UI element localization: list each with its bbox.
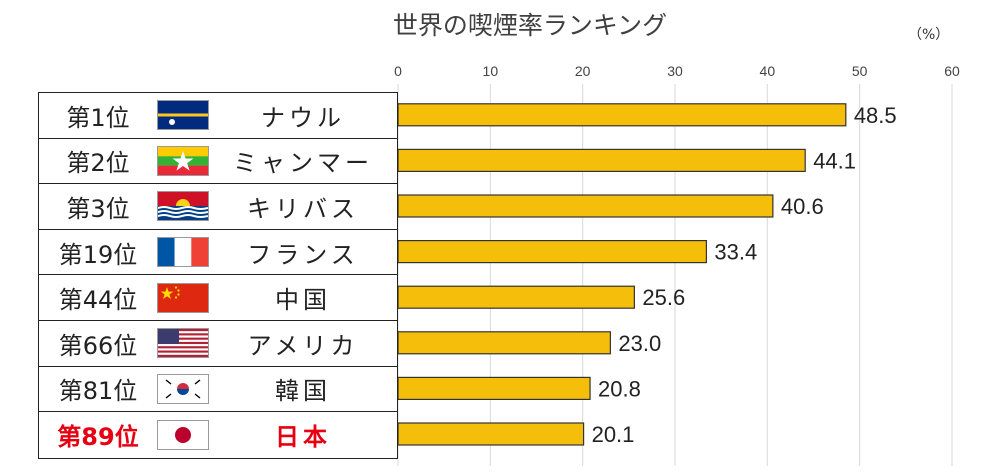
bar bbox=[397, 285, 635, 309]
chart-title: 世界の喫煙率ランキング bbox=[392, 11, 668, 40]
bar bbox=[397, 331, 611, 355]
value-label: 20.1 bbox=[592, 422, 635, 447]
bar bbox=[397, 194, 774, 218]
south-korea-flag-icon bbox=[157, 373, 209, 404]
rank-label: 第2位 bbox=[66, 149, 130, 178]
country-name: キリバス bbox=[247, 194, 359, 223]
x-tick-label: 50 bbox=[852, 63, 868, 79]
value-label: 44.1 bbox=[813, 148, 856, 173]
table-row: 第19位 フランス bbox=[39, 230, 397, 276]
france-flag-icon bbox=[157, 237, 209, 268]
country-name: アメリカ bbox=[247, 331, 359, 360]
x-tick-label: 30 bbox=[667, 63, 683, 79]
table-row: 第81位 韓国 bbox=[39, 367, 397, 413]
unit-label: （%） bbox=[908, 27, 950, 43]
bar bbox=[397, 376, 591, 400]
table-row: 第1位 ナウル bbox=[39, 93, 397, 139]
x-tick-label: 0 bbox=[394, 63, 402, 79]
nauru-flag-icon bbox=[157, 100, 209, 131]
bar bbox=[397, 422, 585, 446]
country-name: 日本 bbox=[275, 423, 331, 452]
country-name: ナウル bbox=[261, 103, 345, 132]
rank-label: 第44位 bbox=[58, 286, 138, 315]
rank-label: 第66位 bbox=[58, 331, 138, 360]
value-label: 33.4 bbox=[714, 240, 757, 265]
rank-label: 第19位 bbox=[58, 240, 138, 269]
country-name: 韓国 bbox=[275, 377, 331, 406]
usa-flag-icon bbox=[157, 328, 209, 359]
value-label: 25.6 bbox=[642, 285, 685, 310]
value-label: 20.8 bbox=[598, 376, 641, 401]
table-row: 第44位 中国 bbox=[39, 275, 397, 321]
ranking-table: 第1位 ナウル 第2位 ミャンマー 第3位 キリバス 第19位 フランス 第44… bbox=[38, 92, 398, 459]
x-tick-label: 20 bbox=[575, 63, 591, 79]
myanmar-flag-icon bbox=[157, 145, 209, 176]
table-row: 第66位 アメリカ bbox=[39, 321, 397, 367]
rank-label: 第1位 bbox=[66, 103, 130, 132]
bar bbox=[397, 148, 806, 172]
rank-label: 第3位 bbox=[66, 194, 130, 223]
x-tick-label: 40 bbox=[760, 63, 776, 79]
bar bbox=[397, 103, 847, 127]
value-label: 40.6 bbox=[781, 194, 824, 219]
kiribati-flag-icon bbox=[157, 191, 209, 222]
bar bbox=[397, 240, 707, 264]
value-label: 23.0 bbox=[618, 331, 661, 356]
x-tick-label: 10 bbox=[483, 63, 499, 79]
country-name: フランス bbox=[247, 240, 359, 269]
country-name: ミャンマー bbox=[233, 149, 373, 178]
table-row: 第3位 キリバス bbox=[39, 184, 397, 230]
value-label: 48.5 bbox=[854, 103, 897, 128]
x-tick-label: 60 bbox=[944, 63, 960, 79]
rank-label: 第81位 bbox=[58, 377, 138, 406]
table-row-highlight: 第89位 日本 bbox=[39, 412, 397, 458]
china-flag-icon bbox=[157, 282, 209, 313]
rank-label: 第89位 bbox=[57, 423, 139, 452]
japan-flag-icon bbox=[157, 419, 209, 450]
table-row: 第2位 ミャンマー bbox=[39, 139, 397, 185]
country-name: 中国 bbox=[275, 286, 331, 315]
